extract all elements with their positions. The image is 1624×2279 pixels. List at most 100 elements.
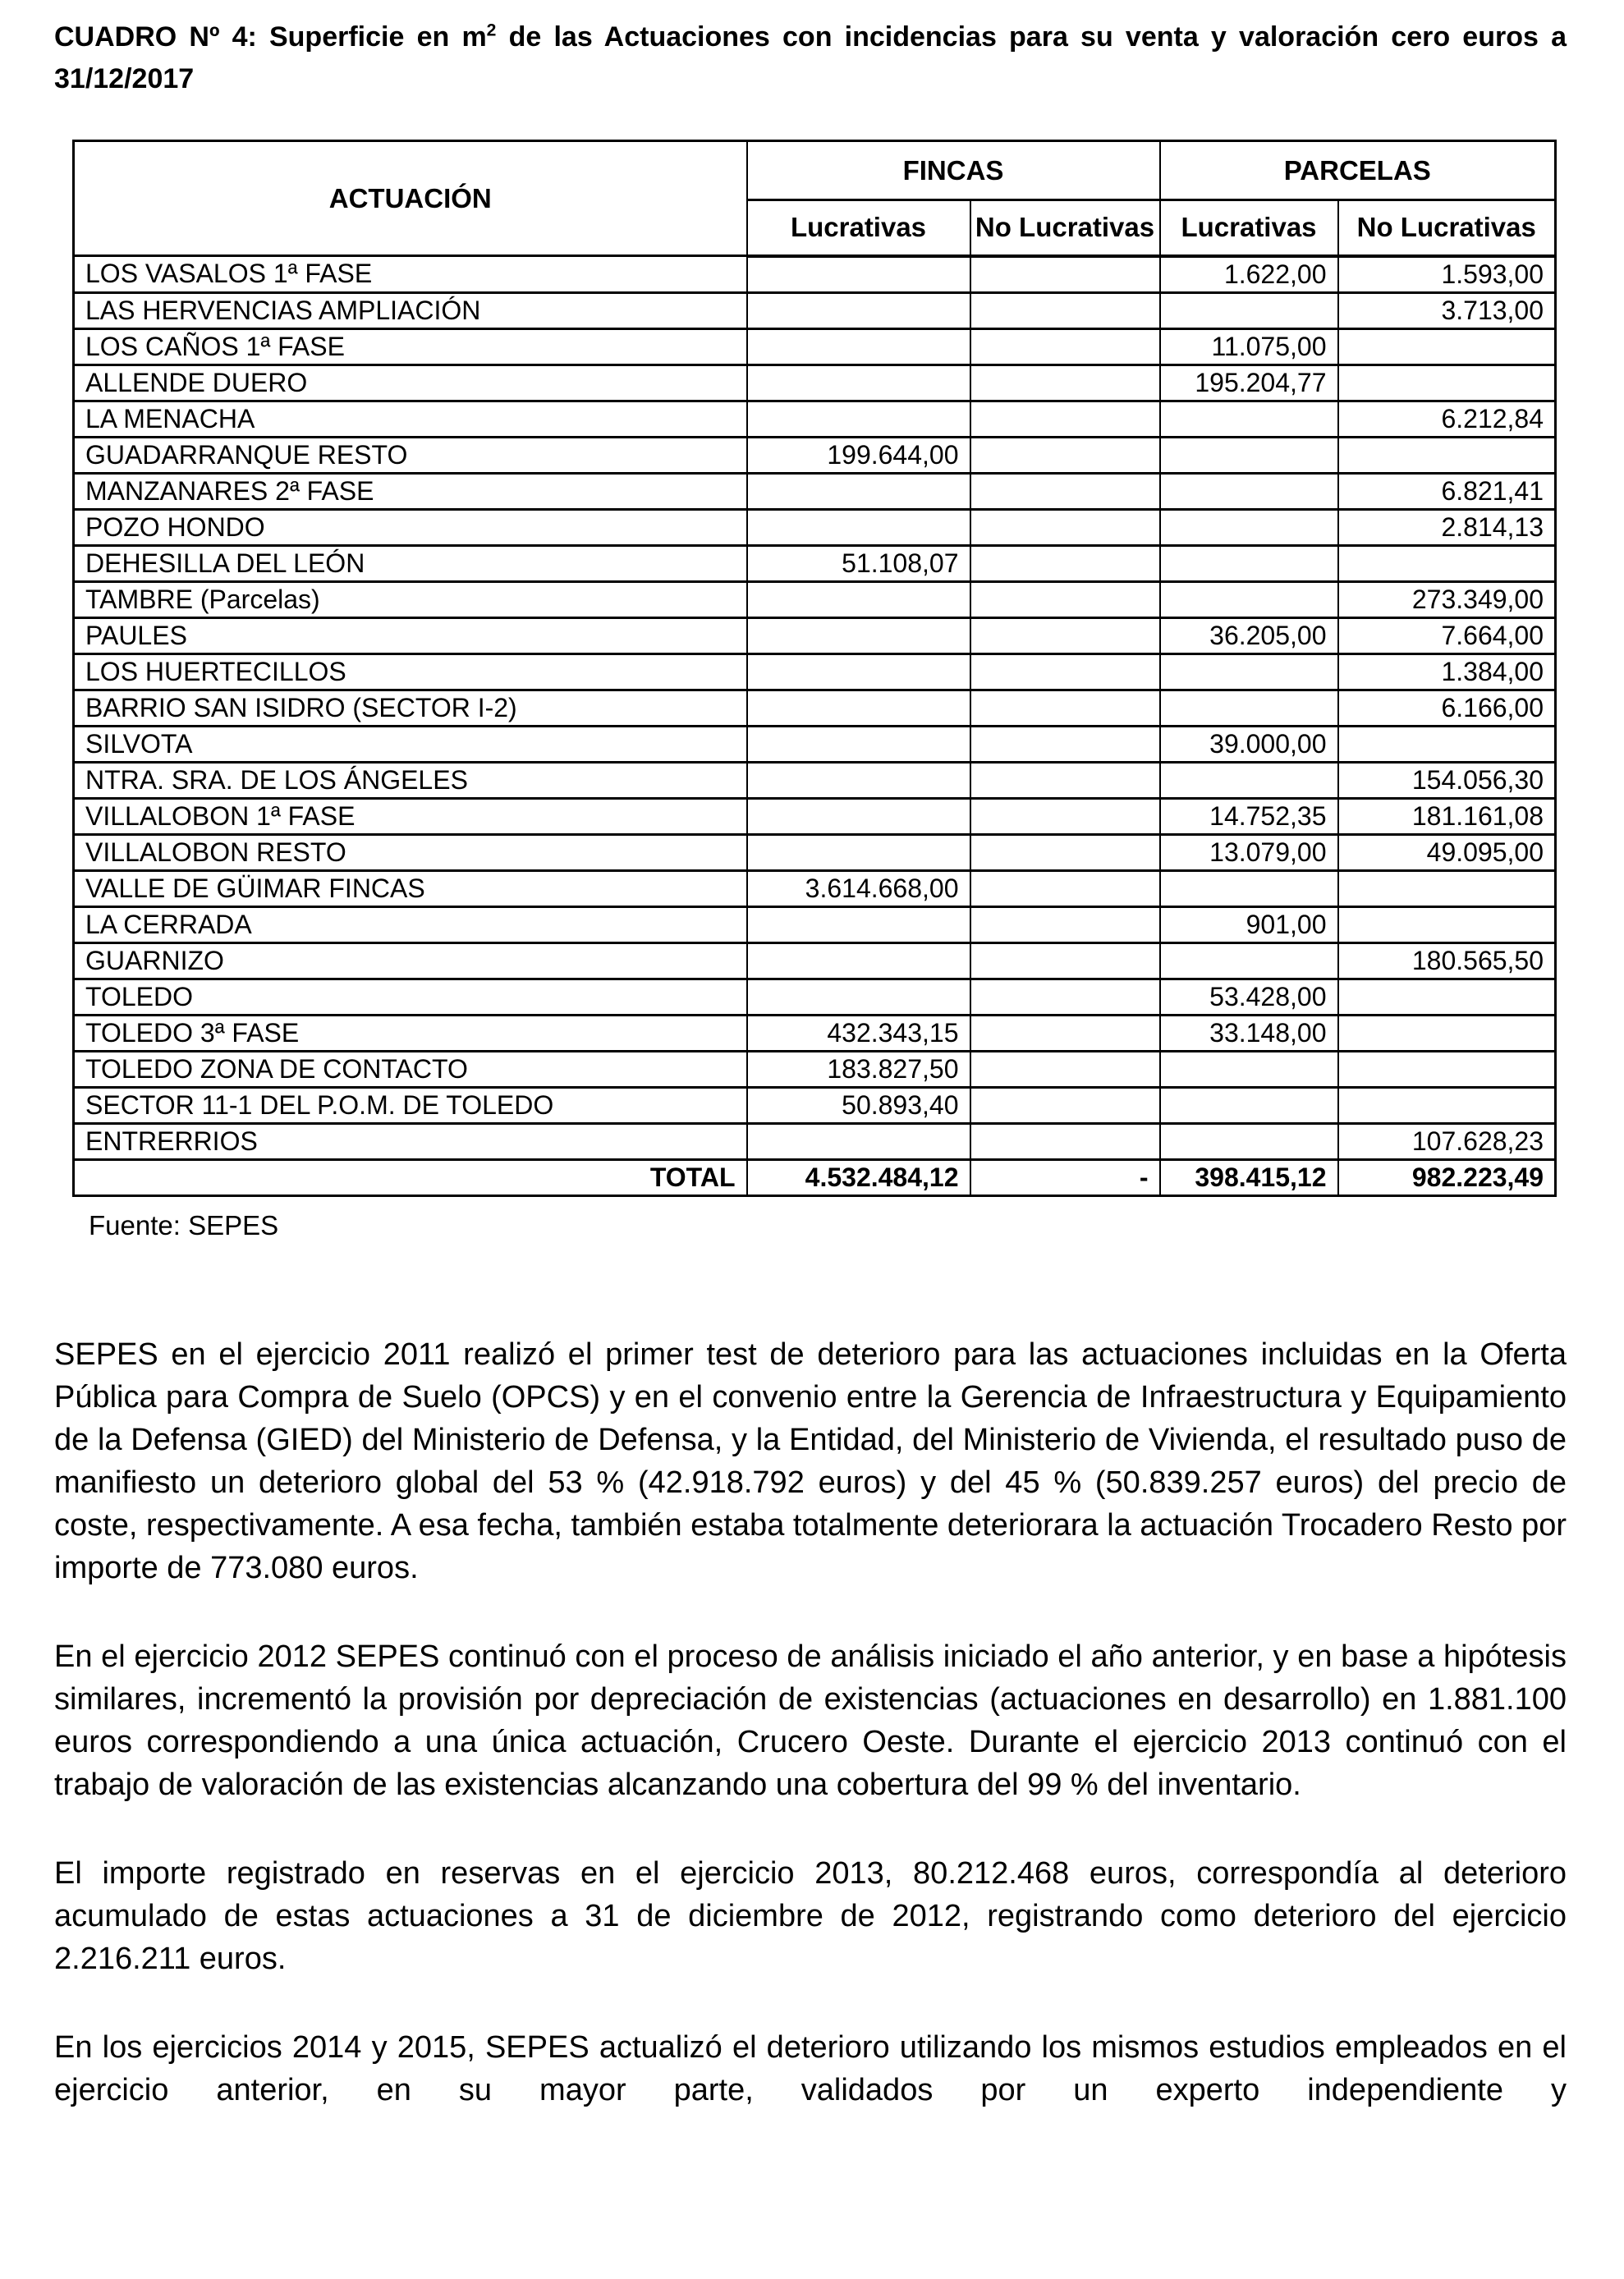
parcelas-lucrativas-cell [1158,291,1339,330]
title-superscript: 2 [486,21,497,40]
fincas-lucrativas-cell [745,724,971,763]
fincas-lucrativas-cell [745,363,971,402]
actuacion-cell: LOS VASALOS 1ª FASE [72,254,748,294]
fincas-lucrativas-cell: 3.614.668,00 [745,869,971,908]
actuacion-cell: TOLEDO [72,977,748,1016]
fincas-no-lucrativas-cell [969,399,1161,438]
parcelas-no-lucrativas-cell: 7.664,00 [1337,616,1557,655]
parcelas-no-lucrativas-cell [1337,905,1557,944]
fincas-no-lucrativas-cell [969,977,1161,1016]
parcelas-lucrativas-cell [1158,652,1339,691]
fincas-no-lucrativas-cell [969,543,1161,583]
table-body: LOS VASALOS 1ª FASE 1.622,00 1.593,00 LAS H… [72,254,1557,1161]
fincas-lucrativas-cell [745,507,971,547]
parcelas-lucrativas-cell [1158,760,1339,800]
fincas-no-lucrativas-cell [969,1085,1161,1125]
fincas-lucrativas-cell [745,291,971,330]
parcelas-no-lucrativas-cell [1337,1085,1557,1125]
header-group-row: ACTUACIÓN FINCAS PARCELAS [72,140,1557,257]
actuacion-cell: MANZANARES 2ª FASE [72,471,748,511]
parcelas-no-lucrativas-cell [1337,543,1557,583]
fincas-no-lucrativas-cell [969,435,1161,475]
fincas-no-lucrativas-cell [969,905,1161,944]
table-row: TOLEDO 53.428,00 [72,977,1557,1016]
fincas-no-lucrativas-cell [969,688,1161,727]
actuacion-cell: ALLENDE DUERO [72,363,748,402]
parcelas-lucrativas-cell: 36.205,00 [1158,616,1339,655]
fincas-no-lucrativas-cell [969,1121,1161,1161]
parcelas-lucrativas-cell [1158,543,1339,583]
actuacion-cell: TOLEDO 3ª FASE [72,1013,748,1052]
fincas-no-lucrativas-cell [969,616,1161,655]
fincas-no-lucrativas-cell [969,869,1161,908]
fincas-no-lucrativas-cell [969,291,1161,330]
parcelas-lucrativas-cell [1158,941,1339,980]
parcelas-lucrativas-cell [1158,1121,1339,1161]
column-header-parcelas-lucrativas: Lucrativas [1158,199,1339,258]
table-row: LOS HUERTECILLOS 1.384,00 [72,652,1557,691]
parcelas-no-lucrativas-cell: 181.161,08 [1337,796,1557,836]
actuacion-cell: NTRA. SRA. DE LOS ÁNGELES [72,760,748,800]
table-row: NTRA. SRA. DE LOS ÁNGELES 154.056,30 [72,760,1557,800]
fincas-no-lucrativas-cell [969,327,1161,366]
total-label: TOTAL [72,1158,748,1197]
paragraph-4: En los ejercicios 2014 y 2015, SEPES act… [54,2029,1567,2107]
parcelas-no-lucrativas-cell: 6.166,00 [1337,688,1557,727]
actuaciones-table: ACTUACIÓN FINCAS PARCELAS Lucrativas No … [72,140,1557,1197]
parcelas-lucrativas-cell [1158,580,1339,619]
actuacion-cell: SECTOR 11-1 DEL P.O.M. DE TOLEDO [72,1085,748,1125]
title-suffix: de las Actuaciones con incidencias para … [54,21,1567,94]
parcelas-no-lucrativas-cell: 3.713,00 [1337,291,1557,330]
actuacion-cell: TAMBRE (Parcelas) [72,580,748,619]
title-prefix: CUADRO Nº 4: Superficie en m [54,21,487,53]
parcelas-lucrativas-cell: 11.075,00 [1158,327,1339,366]
fincas-no-lucrativas-cell [969,832,1161,872]
actuacion-cell: POZO HONDO [72,507,748,547]
table-row: DEHESILLA DEL LEÓN 51.108,07 [72,543,1557,583]
fincas-lucrativas-cell: 199.644,00 [745,435,971,475]
parcelas-no-lucrativas-cell: 6.212,84 [1337,399,1557,438]
parcelas-no-lucrativas-cell [1337,435,1557,475]
table-row: TAMBRE (Parcelas) 273.349,00 [72,580,1557,619]
fincas-lucrativas-cell [745,941,971,980]
table-row: LAS HERVENCIAS AMPLIACIÓN 3.713,00 [72,291,1557,330]
parcelas-lucrativas-cell: 195.204,77 [1158,363,1339,402]
table-row: LA MENACHA 6.212,84 [72,399,1557,438]
actuacion-cell: LOS CAÑOS 1ª FASE [72,327,748,366]
fincas-lucrativas-cell [745,688,971,727]
parcelas-lucrativas-cell: 13.079,00 [1158,832,1339,872]
parcelas-lucrativas-cell: 53.428,00 [1158,977,1339,1016]
body-text: SEPES en el ejercicio 2011 realizó el pr… [54,1333,1567,2112]
parcelas-lucrativas-cell [1158,471,1339,511]
fincas-no-lucrativas-cell [969,1049,1161,1089]
fincas-lucrativas-cell [745,327,971,366]
fincas-lucrativas-cell [745,616,971,655]
fincas-lucrativas-cell [745,832,971,872]
table-row: TOLEDO 3ª FASE 432.343,15 33.148,00 [72,1013,1557,1052]
fincas-no-lucrativas-cell [969,363,1161,402]
fincas-no-lucrativas-cell [969,471,1161,511]
column-group-fincas: FINCAS [745,140,1161,201]
fincas-no-lucrativas-cell [969,580,1161,619]
fincas-lucrativas-cell: 432.343,15 [745,1013,971,1052]
actuacion-cell: TOLEDO ZONA DE CONTACTO [72,1049,748,1089]
total-fincas-lucrativas: 4.532.484,12 [745,1158,971,1197]
fincas-no-lucrativas-cell [969,941,1161,980]
fincas-no-lucrativas-cell [969,796,1161,836]
actuacion-cell: BARRIO SAN ISIDRO (SECTOR I-2) [72,688,748,727]
fincas-lucrativas-cell [745,796,971,836]
column-header-fincas-no-lucrativas: No Lucrativas [969,199,1161,258]
table-row: VILLALOBON 1ª FASE 14.752,35 181.161,08 [72,796,1557,836]
table-row: POZO HONDO 2.814,13 [72,507,1557,547]
parcelas-lucrativas-cell [1158,1085,1339,1125]
actuacion-cell: LA CERRADA [72,905,748,944]
actuacion-cell: PAULES [72,616,748,655]
parcelas-no-lucrativas-cell [1337,977,1557,1016]
parcelas-no-lucrativas-cell [1337,327,1557,366]
actuacion-cell: VILLALOBON 1ª FASE [72,796,748,836]
fincas-lucrativas-cell [745,760,971,800]
fincas-no-lucrativas-cell [969,760,1161,800]
parcelas-no-lucrativas-cell [1337,1013,1557,1052]
fincas-no-lucrativas-cell [969,507,1161,547]
parcelas-no-lucrativas-cell: 6.821,41 [1337,471,1557,511]
